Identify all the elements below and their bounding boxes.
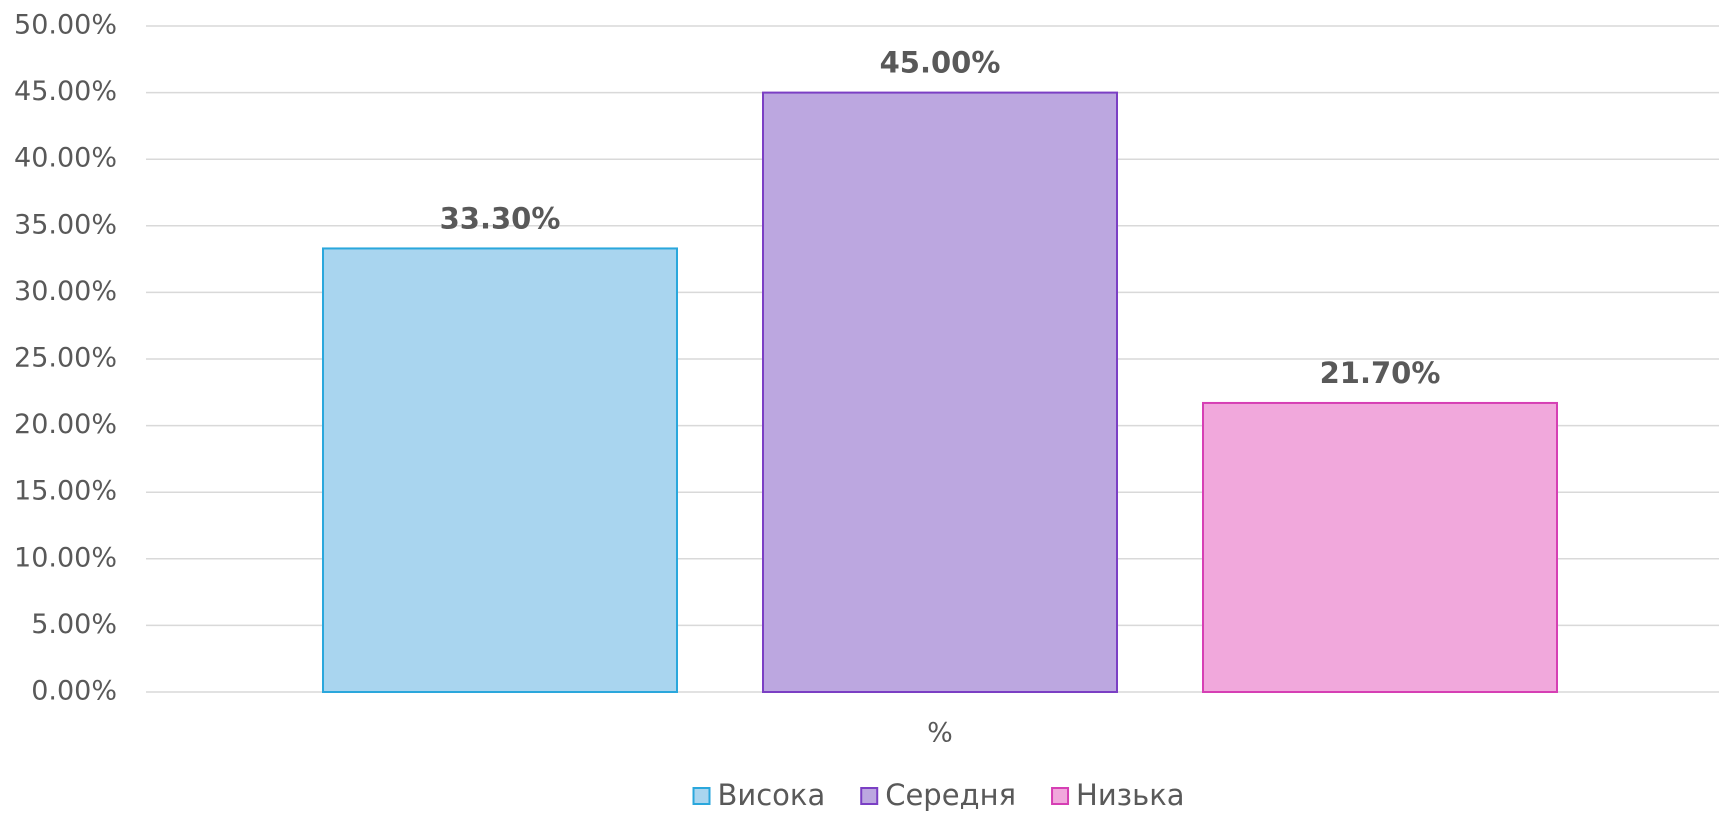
value-label: 21.70%	[1320, 356, 1441, 390]
legend-label: Середня	[885, 778, 1016, 812]
y-tick-label: 20.00%	[14, 409, 117, 440]
legend-swatch	[860, 787, 879, 805]
y-tick-label: 10.00%	[14, 542, 117, 573]
bar	[762, 91, 1118, 694]
y-tick-label: 45.00%	[14, 76, 117, 107]
bar	[1202, 401, 1558, 693]
y-tick-label: 5.00%	[31, 609, 117, 640]
value-label: 33.30%	[440, 201, 561, 235]
x-tick-label: %	[927, 718, 953, 749]
legend-swatch	[692, 787, 711, 805]
legend-label: Низька	[1076, 778, 1184, 812]
bar	[322, 247, 678, 693]
y-tick-label: 50.00%	[14, 10, 117, 41]
legend-label: Висока	[718, 778, 826, 812]
y-tick-label: 25.00%	[14, 343, 117, 374]
y-tick-label: 15.00%	[14, 476, 117, 507]
y-tick-label: 0.00%	[31, 676, 117, 707]
y-tick-label: 30.00%	[14, 276, 117, 307]
y-tick-label: 40.00%	[14, 143, 117, 174]
y-tick-label: 35.00%	[14, 209, 117, 240]
value-label: 45.00%	[880, 46, 1001, 80]
legend-swatch	[1051, 787, 1070, 805]
